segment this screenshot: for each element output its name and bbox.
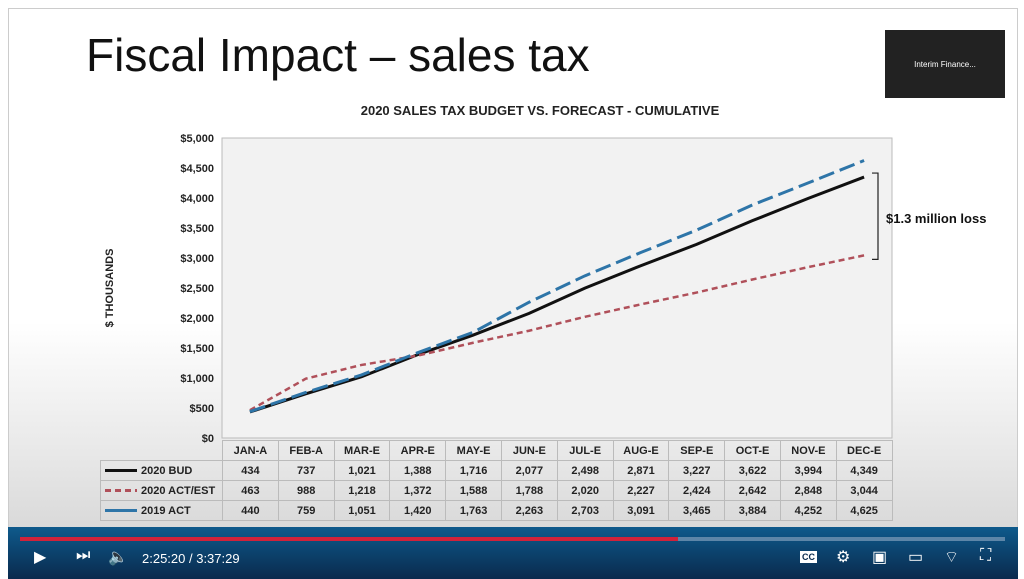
- data-cell: 1,588: [445, 480, 502, 501]
- data-cell: 3,465: [668, 500, 726, 521]
- series-line-2020-bud: [249, 175, 865, 414]
- series-line-2019-act: [249, 159, 865, 414]
- data-cell: 4,625: [835, 500, 893, 521]
- x-tick-label: AUG-E: [612, 440, 670, 461]
- x-tick-label: FEB-A: [277, 440, 335, 461]
- x-tick-label: JAN-A: [222, 440, 279, 461]
- data-cell: 2,020: [556, 480, 614, 501]
- data-cell: 1,372: [389, 480, 447, 501]
- data-cell: 2,227: [612, 480, 670, 501]
- y-tick-label: $1,000: [180, 373, 214, 385]
- data-cell: 1,420: [389, 500, 447, 521]
- data-cell: 3,994: [779, 460, 837, 481]
- y-tick-label: $3,500: [180, 223, 214, 235]
- settings-icon[interactable]: ⚙: [836, 549, 851, 566]
- data-cell: 759: [277, 500, 335, 521]
- time-display: 2:25:20 / 3:37:29: [142, 551, 240, 566]
- play-icon[interactable]: ▶: [34, 549, 47, 566]
- volume-icon[interactable]: 🔈: [108, 549, 128, 566]
- legend-swatch: [105, 469, 137, 473]
- y-tick-label: $4,500: [180, 163, 214, 175]
- chart: $0 $500 $1,000 $1,500 $2,000 $2,500 $3,000 $3,5…: [180, 133, 893, 445]
- x-tick-label: DEC-E: [835, 440, 893, 461]
- series-line-2020-act-est: [249, 254, 865, 412]
- y-tick-label: $1,500: [180, 343, 214, 355]
- y-tick-label: $0: [202, 433, 214, 445]
- loss-annotation: $1.3 million loss: [886, 211, 987, 226]
- table-row: 2020 BUD 434 737 1,021 1,388 1,716 2,077 2,498 2…: [100, 460, 893, 481]
- data-cell: 1,218: [333, 480, 391, 501]
- data-cell: 988: [277, 480, 335, 501]
- data-table: JAN-A FEB-A MAR-E APR-E MAY-E JUN-E JUL-E AUG-E…: [100, 440, 893, 521]
- y-tick-label: $500: [190, 403, 214, 415]
- table-row: 2019 ACT 440 759 1,051 1,420 1,763 2,263 2,703 3…: [100, 500, 893, 521]
- legend-entry: 2019 ACT: [100, 500, 223, 521]
- miniplayer-icon[interactable]: ▣: [872, 549, 888, 566]
- data-cell: 4,349: [835, 460, 893, 481]
- data-cell: 737: [277, 460, 335, 481]
- data-cell: 2,263: [500, 500, 558, 521]
- y-tick-label: $4,000: [180, 193, 214, 205]
- data-cell: 2,642: [724, 480, 781, 501]
- data-cell: 1,716: [445, 460, 502, 481]
- table-row: 2020 ACT/EST 463 988 1,218 1,372 1,588 1,788 2,…: [100, 480, 893, 501]
- data-cell: 4,252: [779, 500, 837, 521]
- legend-label: 2020 ACT/EST: [141, 484, 216, 497]
- progress-fill: [20, 537, 678, 541]
- legend-label: 2019 ACT: [141, 504, 191, 517]
- cast-icon[interactable]: ⌔: [944, 549, 960, 566]
- participant-thumbnail[interactable]: Interim Finance...: [885, 30, 1005, 98]
- data-cell: 3,044: [835, 480, 893, 501]
- data-cell: 1,788: [500, 480, 558, 501]
- data-cell: 2,498: [556, 460, 614, 481]
- data-cell: 1,021: [333, 460, 391, 481]
- legend-entry: 2020 ACT/EST: [100, 480, 223, 501]
- legend-swatch: [105, 489, 137, 493]
- y-tick-label: $2,000: [180, 313, 214, 325]
- x-tick-label: OCT-E: [724, 440, 781, 461]
- data-cell: 1,051: [333, 500, 391, 521]
- data-cell: 3,622: [724, 460, 781, 481]
- theater-icon[interactable]: ▭: [908, 549, 924, 566]
- slide-title: Fiscal Impact – sales tax: [86, 29, 590, 81]
- data-cell: 3,227: [668, 460, 726, 481]
- y-tick-label: $2,500: [180, 283, 214, 295]
- legend-entry: 2020 BUD: [100, 460, 223, 481]
- data-cell: 1,763: [445, 500, 502, 521]
- data-cell: 2,848: [779, 480, 837, 501]
- data-cell: 3,884: [724, 500, 781, 521]
- next-icon[interactable]: ⏭: [76, 547, 91, 564]
- data-cell: 463: [222, 480, 279, 501]
- data-cell: 2,424: [668, 480, 726, 501]
- cc-icon[interactable]: CC: [800, 551, 817, 563]
- x-tick-label: MAR-E: [333, 440, 391, 461]
- x-tick-label: JUL-E: [556, 440, 614, 461]
- data-cell: 1,388: [389, 460, 447, 481]
- legend-swatch: [105, 509, 137, 513]
- video-controls: ▶ ⏭ 🔈 2:25:20 / 3:37:29 CC ⚙ ▣ ▭ ⌔ ⛶: [8, 527, 1018, 579]
- data-cell: 2,077: [500, 460, 558, 481]
- legend-label: 2020 BUD: [141, 464, 193, 477]
- chart-title: 2020 SALES TAX BUDGET VS. FORECAST - CUM…: [360, 103, 720, 118]
- y-tick-label: $5,000: [180, 133, 214, 145]
- data-cell: 2,703: [556, 500, 614, 521]
- fullscreen-icon[interactable]: ⛶: [980, 547, 992, 564]
- loss-bracket: [872, 172, 879, 260]
- data-cell: 434: [222, 460, 279, 481]
- x-tick-label: APR-E: [389, 440, 447, 461]
- y-tick-label: $3,000: [180, 253, 214, 265]
- data-cell: 440: [222, 500, 279, 521]
- x-tick-label: MAY-E: [445, 440, 502, 461]
- table-corner: [101, 441, 223, 461]
- x-tick-label: SEP-E: [668, 440, 726, 461]
- data-cell: 2,871: [612, 460, 670, 481]
- x-tick-label: NOV-E: [779, 440, 837, 461]
- x-tick-label: JUN-E: [500, 440, 558, 461]
- progress-bar[interactable]: [20, 537, 1005, 541]
- data-cell: 3,091: [612, 500, 670, 521]
